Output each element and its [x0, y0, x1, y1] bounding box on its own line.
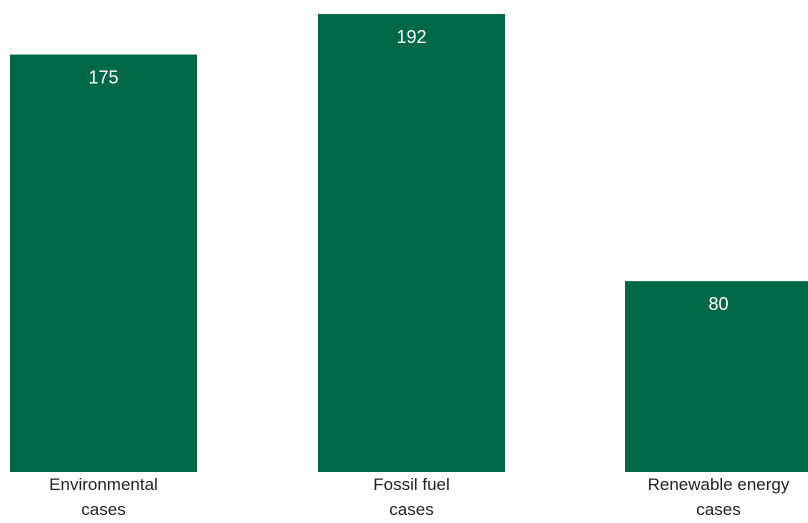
category-label-line: Environmental — [49, 475, 158, 494]
bar-value-label-2: 192 — [396, 27, 426, 47]
bar-value-label-3: 80 — [708, 294, 728, 314]
category-label-line: Fossil fuel — [373, 475, 450, 494]
bar-2 — [318, 14, 505, 472]
bar-3 — [625, 281, 808, 472]
category-label-1: Environmental cases — [49, 475, 158, 519]
category-label-3: Renewable energy cases — [648, 475, 790, 519]
category-label-2: Fossil fuel cases — [373, 475, 450, 519]
category-label-line: cases — [81, 500, 125, 519]
category-label-line: cases — [696, 500, 740, 519]
category-label-line: cases — [389, 500, 433, 519]
bar-value-label-1: 175 — [88, 68, 118, 88]
bar-1 — [10, 54, 197, 472]
category-label-line: Renewable energy — [648, 475, 790, 494]
